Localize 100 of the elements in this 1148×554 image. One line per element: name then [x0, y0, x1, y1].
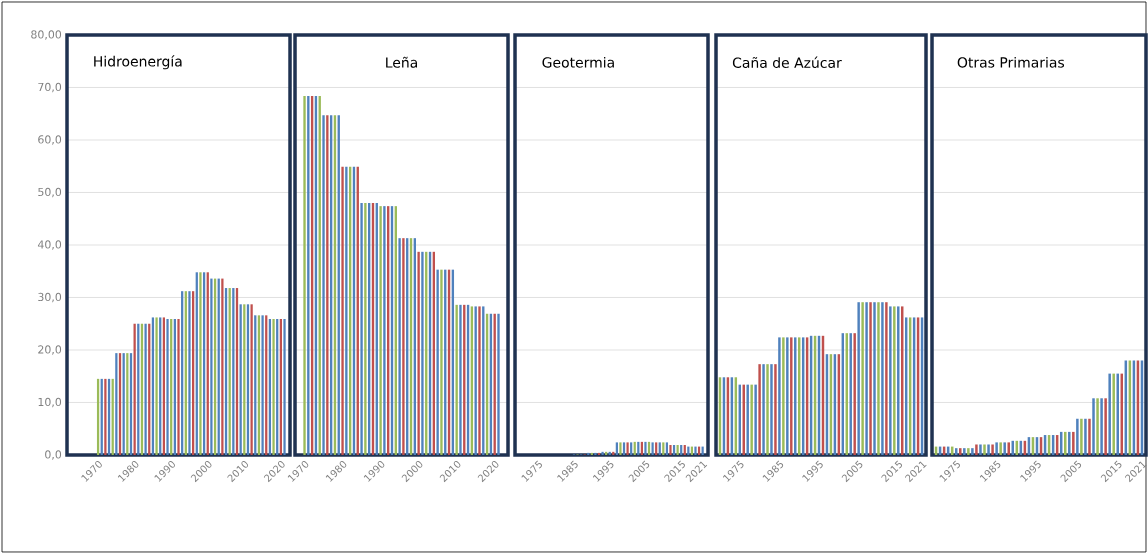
bar — [436, 269, 439, 455]
bar — [210, 278, 213, 455]
bar — [199, 272, 202, 455]
bar — [669, 445, 672, 455]
bar — [889, 306, 892, 455]
y-tick-label: 80,00 — [31, 30, 62, 40]
y-tick-label: 40,0 — [37, 240, 62, 250]
bar — [1072, 431, 1075, 455]
bar — [398, 238, 401, 455]
bar — [155, 317, 158, 455]
bar — [1108, 373, 1111, 455]
bar — [221, 278, 224, 455]
bar — [1104, 398, 1107, 455]
bar — [971, 448, 974, 455]
bar — [877, 302, 880, 455]
y-tick-label: 20,0 — [38, 345, 62, 355]
bar — [881, 302, 884, 455]
bar — [865, 302, 868, 455]
bar — [999, 442, 1002, 455]
bar — [869, 302, 872, 455]
bar — [1064, 431, 1067, 455]
bar — [622, 442, 626, 455]
bar — [322, 115, 325, 455]
bar — [1003, 442, 1006, 455]
bar — [790, 337, 793, 455]
bar — [897, 306, 900, 455]
bar — [326, 115, 329, 455]
bar — [421, 251, 424, 455]
bar — [440, 269, 443, 455]
bar — [1007, 442, 1010, 455]
text: Hidroenergía — [94, 55, 182, 70]
bar — [676, 445, 679, 455]
bar — [402, 238, 405, 455]
bar — [672, 445, 676, 455]
bar — [272, 319, 275, 455]
bar — [166, 319, 169, 455]
bar — [770, 364, 773, 455]
text: Leña — [386, 56, 417, 68]
bar — [1096, 398, 1099, 455]
bar — [144, 323, 147, 455]
bar — [762, 364, 765, 455]
bar — [694, 446, 697, 455]
bar — [746, 384, 749, 455]
bar — [594, 452, 597, 455]
bar — [979, 444, 982, 455]
bar — [1068, 431, 1071, 455]
bar — [177, 319, 180, 455]
bar — [474, 306, 477, 455]
bar — [967, 448, 970, 455]
bar — [104, 378, 107, 455]
bar — [1080, 418, 1083, 455]
bar — [651, 442, 654, 455]
bar — [754, 384, 757, 455]
bar — [250, 304, 253, 455]
bar — [455, 304, 458, 455]
bar — [478, 306, 481, 455]
bar — [619, 442, 622, 455]
bar — [1100, 398, 1103, 455]
bar — [786, 337, 789, 455]
text: Otras Primarias — [957, 56, 1065, 68]
bar — [307, 95, 310, 455]
bar — [774, 364, 777, 455]
bar — [963, 448, 966, 455]
y-tick-label: 70,0 — [38, 82, 62, 93]
bar — [601, 451, 604, 455]
bar — [665, 442, 669, 455]
y-tick-label: 30,0 — [38, 292, 62, 303]
bar — [991, 444, 994, 455]
y-tick-label: 50,0 — [38, 187, 62, 198]
bar — [758, 364, 761, 455]
bar — [283, 319, 286, 455]
bar — [615, 442, 618, 455]
bar — [1112, 373, 1115, 455]
bar — [861, 302, 864, 455]
bar — [873, 302, 876, 455]
bar — [303, 95, 306, 455]
bar — [341, 166, 344, 455]
text: Caña de Azúcar — [732, 56, 842, 68]
bar — [1088, 418, 1091, 455]
bar — [497, 313, 500, 455]
bar — [975, 444, 978, 455]
y-tick-label: 0,0 — [45, 450, 62, 460]
bar — [959, 448, 962, 455]
y-tick-label: 10,0 — [38, 397, 62, 408]
bar — [459, 304, 462, 455]
bar — [995, 442, 998, 455]
bar — [766, 364, 769, 455]
bar — [1116, 373, 1119, 455]
bar — [360, 202, 363, 455]
bar — [983, 444, 986, 455]
text: Geotermia — [542, 56, 614, 68]
bar — [893, 306, 896, 455]
bar — [750, 384, 753, 455]
bar — [987, 444, 990, 455]
bar — [644, 441, 647, 455]
bar — [364, 202, 367, 455]
bar — [1092, 398, 1095, 455]
bar — [261, 315, 264, 455]
bar — [345, 166, 348, 455]
y-tick-label: 60,0 — [38, 135, 62, 145]
